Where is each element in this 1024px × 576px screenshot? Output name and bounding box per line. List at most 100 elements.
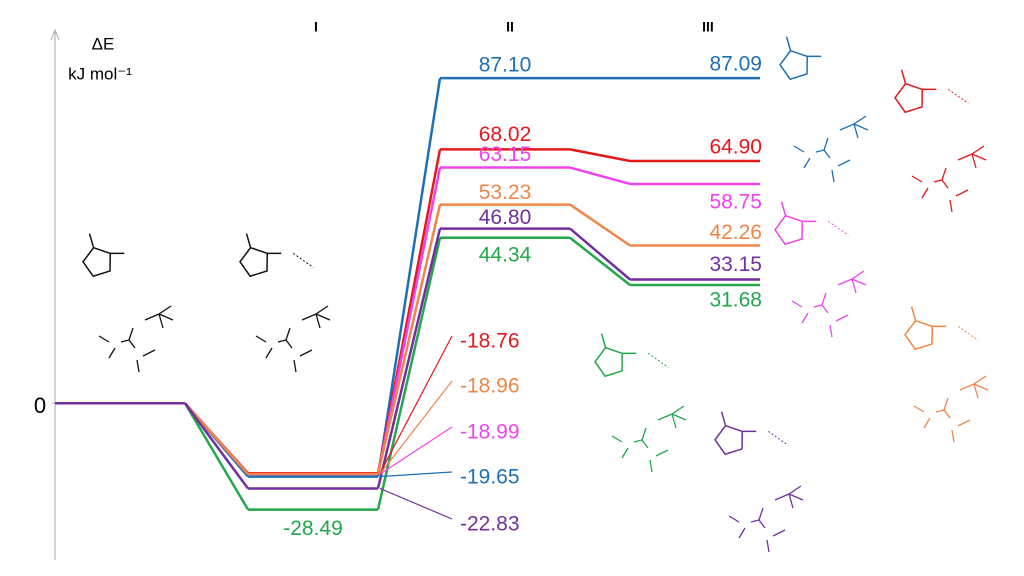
methyl bbox=[88, 233, 95, 248]
bond bbox=[758, 519, 766, 529]
bond bbox=[255, 335, 267, 343]
bond bbox=[921, 187, 929, 199]
molecule bbox=[904, 306, 979, 351]
h-bond bbox=[292, 252, 314, 268]
bond bbox=[813, 304, 823, 308]
bond bbox=[128, 327, 134, 341]
bond bbox=[943, 409, 951, 419]
methyl bbox=[785, 36, 792, 51]
bond bbox=[158, 305, 172, 315]
leader-line bbox=[379, 487, 453, 520]
bond bbox=[839, 123, 855, 131]
bond bbox=[144, 313, 160, 321]
bond bbox=[136, 359, 140, 373]
bond bbox=[285, 339, 293, 349]
h-bond bbox=[647, 352, 669, 368]
value-label: 64.90 bbox=[709, 136, 762, 159]
bond bbox=[315, 313, 331, 321]
bond bbox=[791, 300, 803, 308]
bond bbox=[971, 153, 987, 161]
y-tick-label: 0 bbox=[34, 393, 46, 418]
molecule bbox=[255, 305, 331, 373]
bond bbox=[823, 149, 831, 159]
ring bbox=[239, 246, 269, 278]
value-label: -18.76 bbox=[460, 330, 520, 353]
bond bbox=[772, 529, 786, 537]
methyl bbox=[900, 69, 907, 84]
series bbox=[55, 227, 760, 490]
bond bbox=[788, 485, 802, 495]
state-label: II bbox=[506, 19, 514, 35]
bond bbox=[941, 167, 947, 181]
bond bbox=[621, 447, 629, 459]
connector bbox=[183, 402, 250, 511]
bond bbox=[766, 539, 770, 553]
bond bbox=[831, 169, 835, 183]
bond bbox=[971, 153, 977, 169]
bond bbox=[788, 493, 804, 501]
methyl bbox=[780, 201, 787, 216]
bond bbox=[315, 313, 321, 329]
bond bbox=[837, 278, 853, 286]
molecule bbox=[911, 145, 987, 213]
bond bbox=[671, 413, 677, 429]
molecule bbox=[714, 411, 789, 456]
bond bbox=[837, 159, 851, 167]
methyl bbox=[720, 411, 727, 426]
bond bbox=[265, 347, 273, 359]
h-bond bbox=[827, 220, 849, 236]
bond bbox=[851, 278, 867, 286]
connector bbox=[569, 148, 631, 163]
leader-line bbox=[379, 426, 453, 475]
bond bbox=[851, 278, 857, 294]
bond bbox=[951, 429, 955, 443]
bond bbox=[788, 493, 794, 509]
bond bbox=[671, 405, 685, 415]
bond bbox=[649, 459, 653, 473]
bond bbox=[315, 305, 329, 315]
bond bbox=[853, 115, 867, 125]
bond bbox=[758, 507, 764, 521]
y-label-unit: kJ mol⁻¹ bbox=[68, 64, 132, 83]
bond bbox=[913, 405, 925, 413]
bond bbox=[98, 335, 110, 343]
state-label: I bbox=[314, 19, 318, 35]
bond bbox=[835, 314, 849, 322]
molecule bbox=[894, 69, 969, 114]
bond bbox=[108, 347, 116, 359]
bond bbox=[851, 270, 865, 280]
value-label: 87.09 bbox=[709, 53, 762, 76]
bond bbox=[853, 123, 869, 131]
bond bbox=[829, 324, 833, 338]
methyl bbox=[910, 306, 917, 321]
leader-line bbox=[379, 471, 453, 478]
molecule bbox=[611, 405, 687, 473]
connector bbox=[183, 402, 250, 490]
leader-line bbox=[379, 335, 453, 474]
molecule bbox=[82, 233, 125, 278]
bond bbox=[853, 123, 859, 139]
molecule bbox=[913, 375, 989, 443]
molecule bbox=[793, 115, 869, 183]
value-label: 68.02 bbox=[479, 123, 532, 146]
y-label: ΔE bbox=[92, 34, 115, 53]
bond bbox=[943, 397, 949, 411]
leader-line bbox=[379, 380, 453, 475]
connector bbox=[569, 166, 631, 186]
value-label: 87.10 bbox=[479, 54, 532, 77]
bond bbox=[973, 375, 987, 385]
value-label: -22.83 bbox=[460, 513, 520, 536]
methyl bbox=[600, 333, 607, 348]
bond bbox=[823, 137, 829, 151]
connector bbox=[376, 228, 442, 489]
value-label: -19.65 bbox=[460, 466, 520, 489]
value-label: 44.34 bbox=[479, 243, 532, 266]
ring bbox=[904, 319, 934, 351]
series bbox=[55, 148, 760, 475]
bond bbox=[949, 199, 953, 213]
connector bbox=[376, 77, 442, 477]
bond bbox=[301, 313, 317, 321]
bond bbox=[774, 493, 790, 501]
ring bbox=[714, 424, 744, 456]
value-label: 46.80 bbox=[479, 206, 532, 229]
